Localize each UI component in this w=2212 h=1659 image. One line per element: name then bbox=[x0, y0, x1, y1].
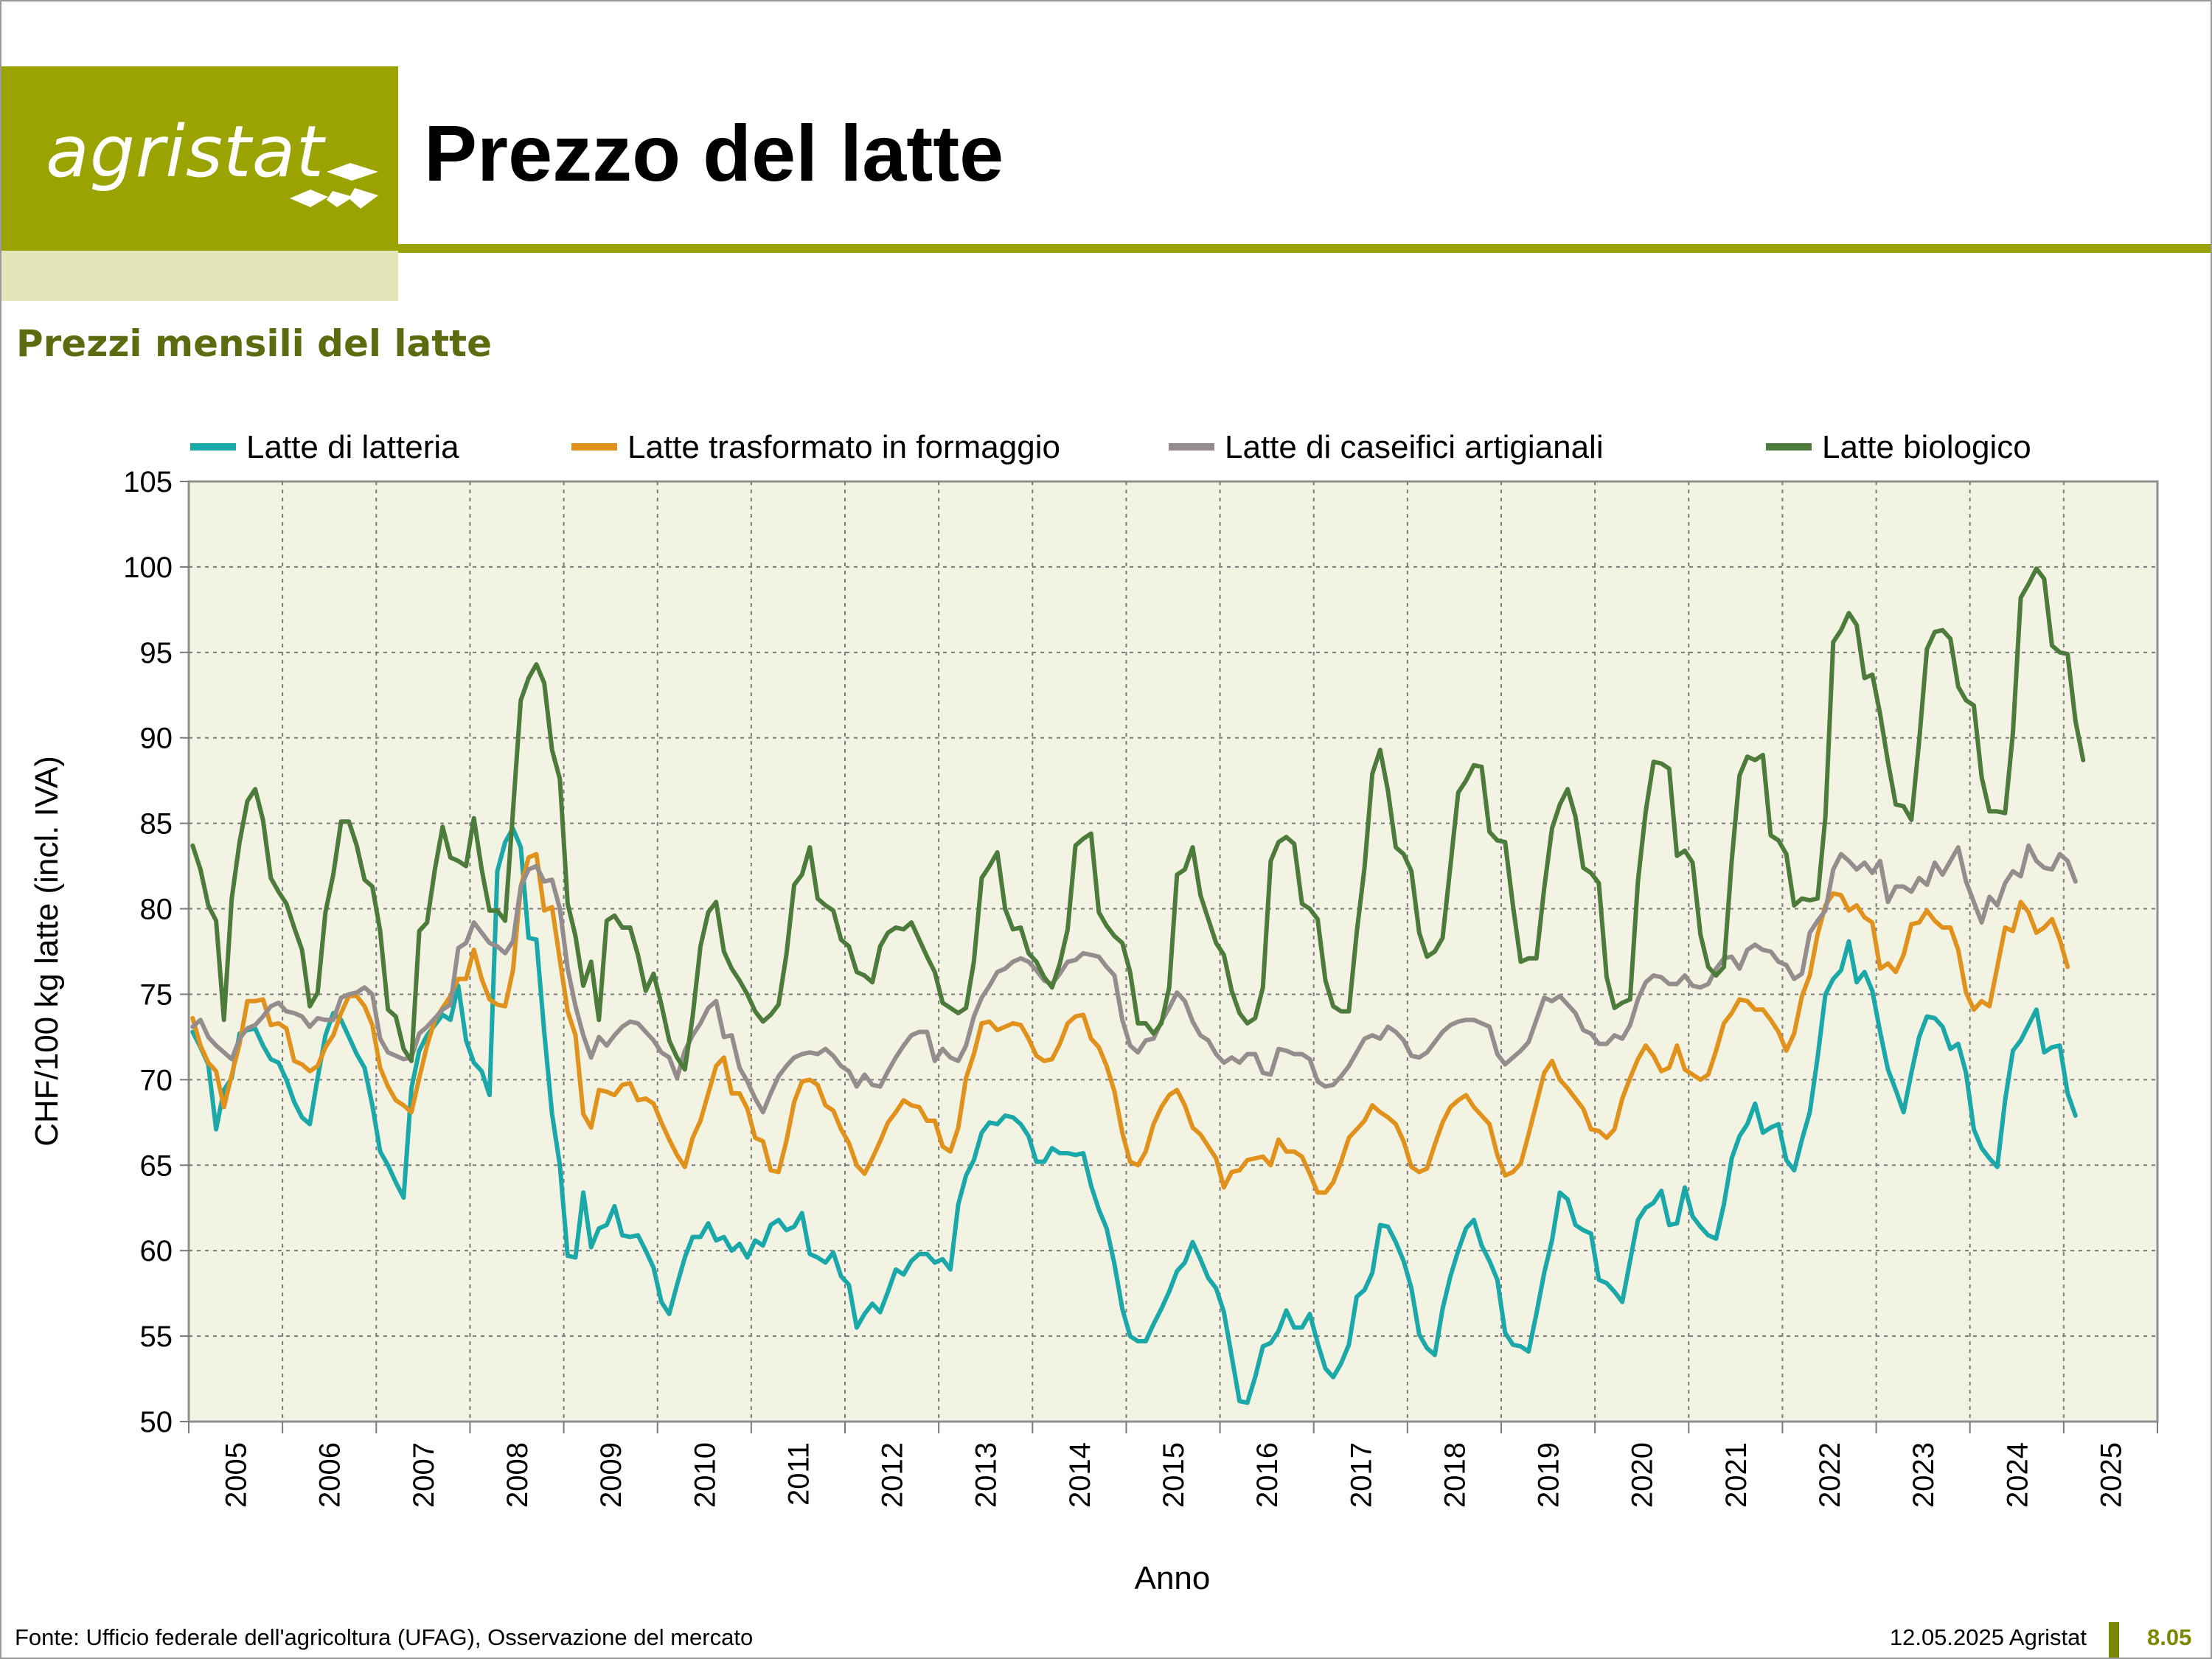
header-rule bbox=[398, 244, 2211, 253]
y-tick-label: 75 bbox=[140, 978, 173, 1011]
y-tick-label: 95 bbox=[140, 637, 173, 669]
y-axis-ticks: 50 55 60 65 70 75 80 85 90 95 100 105 bbox=[123, 466, 189, 1439]
y-tick-label: 85 bbox=[140, 808, 173, 841]
x-tick-label: 2012 bbox=[877, 1442, 909, 1508]
page-title: Prezzo del latte bbox=[424, 108, 1004, 198]
y-tick-label: 70 bbox=[140, 1064, 173, 1096]
x-tick-label: 2011 bbox=[782, 1442, 815, 1506]
legend-label: Latte di latteria bbox=[246, 429, 459, 465]
y-tick-label: 100 bbox=[123, 552, 173, 584]
y-tick-label: 80 bbox=[140, 894, 173, 926]
agristat-logo bbox=[1, 66, 398, 251]
x-tick-label: 2009 bbox=[595, 1442, 627, 1508]
x-tick-label: 2025 bbox=[2095, 1442, 2127, 1508]
x-tick-label: 2018 bbox=[1439, 1442, 1471, 1508]
y-tick-label: 65 bbox=[140, 1150, 173, 1182]
x-tick-label: 2015 bbox=[1158, 1442, 1190, 1508]
x-tick-label: 2020 bbox=[1627, 1442, 1659, 1508]
logo-text: agristat bbox=[46, 111, 325, 193]
x-tick-label: 2023 bbox=[1907, 1442, 1940, 1508]
grid-lines bbox=[189, 481, 2157, 1422]
x-tick-label: 2024 bbox=[2001, 1442, 2034, 1508]
y-tick-label: 50 bbox=[140, 1406, 173, 1439]
x-tick-label: 2022 bbox=[1814, 1442, 1846, 1508]
page-number: 8.05 bbox=[2147, 1624, 2192, 1650]
footer-date: 12.05.2025 Agristat bbox=[1889, 1624, 2087, 1650]
x-tick-label: 2013 bbox=[970, 1442, 1003, 1508]
x-tick-label: 2006 bbox=[314, 1442, 347, 1508]
legend: Latte di latteria Latte trasformato in fo… bbox=[190, 429, 2031, 465]
series-line-3 bbox=[190, 843, 2078, 1115]
y-tick-label: 55 bbox=[140, 1321, 173, 1353]
x-axis-label: Anno bbox=[1135, 1560, 1211, 1596]
x-tick-label: 2010 bbox=[689, 1442, 721, 1508]
x-tick-label: 2005 bbox=[220, 1442, 253, 1508]
series-line-2 bbox=[190, 852, 2070, 1195]
series-layer bbox=[190, 566, 2086, 1405]
logo-accent-band bbox=[1, 251, 398, 301]
footer-marker bbox=[2109, 1622, 2119, 1658]
y-axis-label: CHF/100 kg latte (incl. IVA) bbox=[29, 756, 65, 1147]
legend-label: Latte trasformato in formaggio bbox=[627, 429, 1060, 465]
legend-label: Latte di caseifici artigianali bbox=[1225, 429, 1604, 465]
y-tick-label: 90 bbox=[140, 723, 173, 755]
series-line-1 bbox=[190, 826, 2078, 1405]
x-tick-label: 2007 bbox=[408, 1442, 440, 1508]
y-tick-label: 60 bbox=[140, 1235, 173, 1267]
x-tick-label: 2016 bbox=[1251, 1442, 1284, 1508]
series-line-4 bbox=[190, 566, 2086, 1072]
x-tick-label: 2019 bbox=[1533, 1442, 1565, 1508]
x-tick-label: 2017 bbox=[1345, 1442, 1377, 1508]
chart-subtitle: Prezzi mensili del latte bbox=[16, 322, 492, 365]
x-tick-label: 2008 bbox=[501, 1442, 534, 1508]
footer-source: Fonte: Ufficio federale dell'agricoltura… bbox=[15, 1624, 754, 1650]
logo-arrows-icon bbox=[290, 163, 378, 209]
x-tick-label: 2014 bbox=[1064, 1442, 1096, 1508]
x-axis-ticks: 2005 2006 2007 2008 2009 2010 2011 2012 2013 2014… bbox=[188, 1422, 2158, 1508]
legend-label: Latte biologico bbox=[1822, 429, 2031, 465]
x-tick-label: 2021 bbox=[1720, 1442, 1753, 1508]
y-tick-label: 105 bbox=[123, 466, 173, 498]
